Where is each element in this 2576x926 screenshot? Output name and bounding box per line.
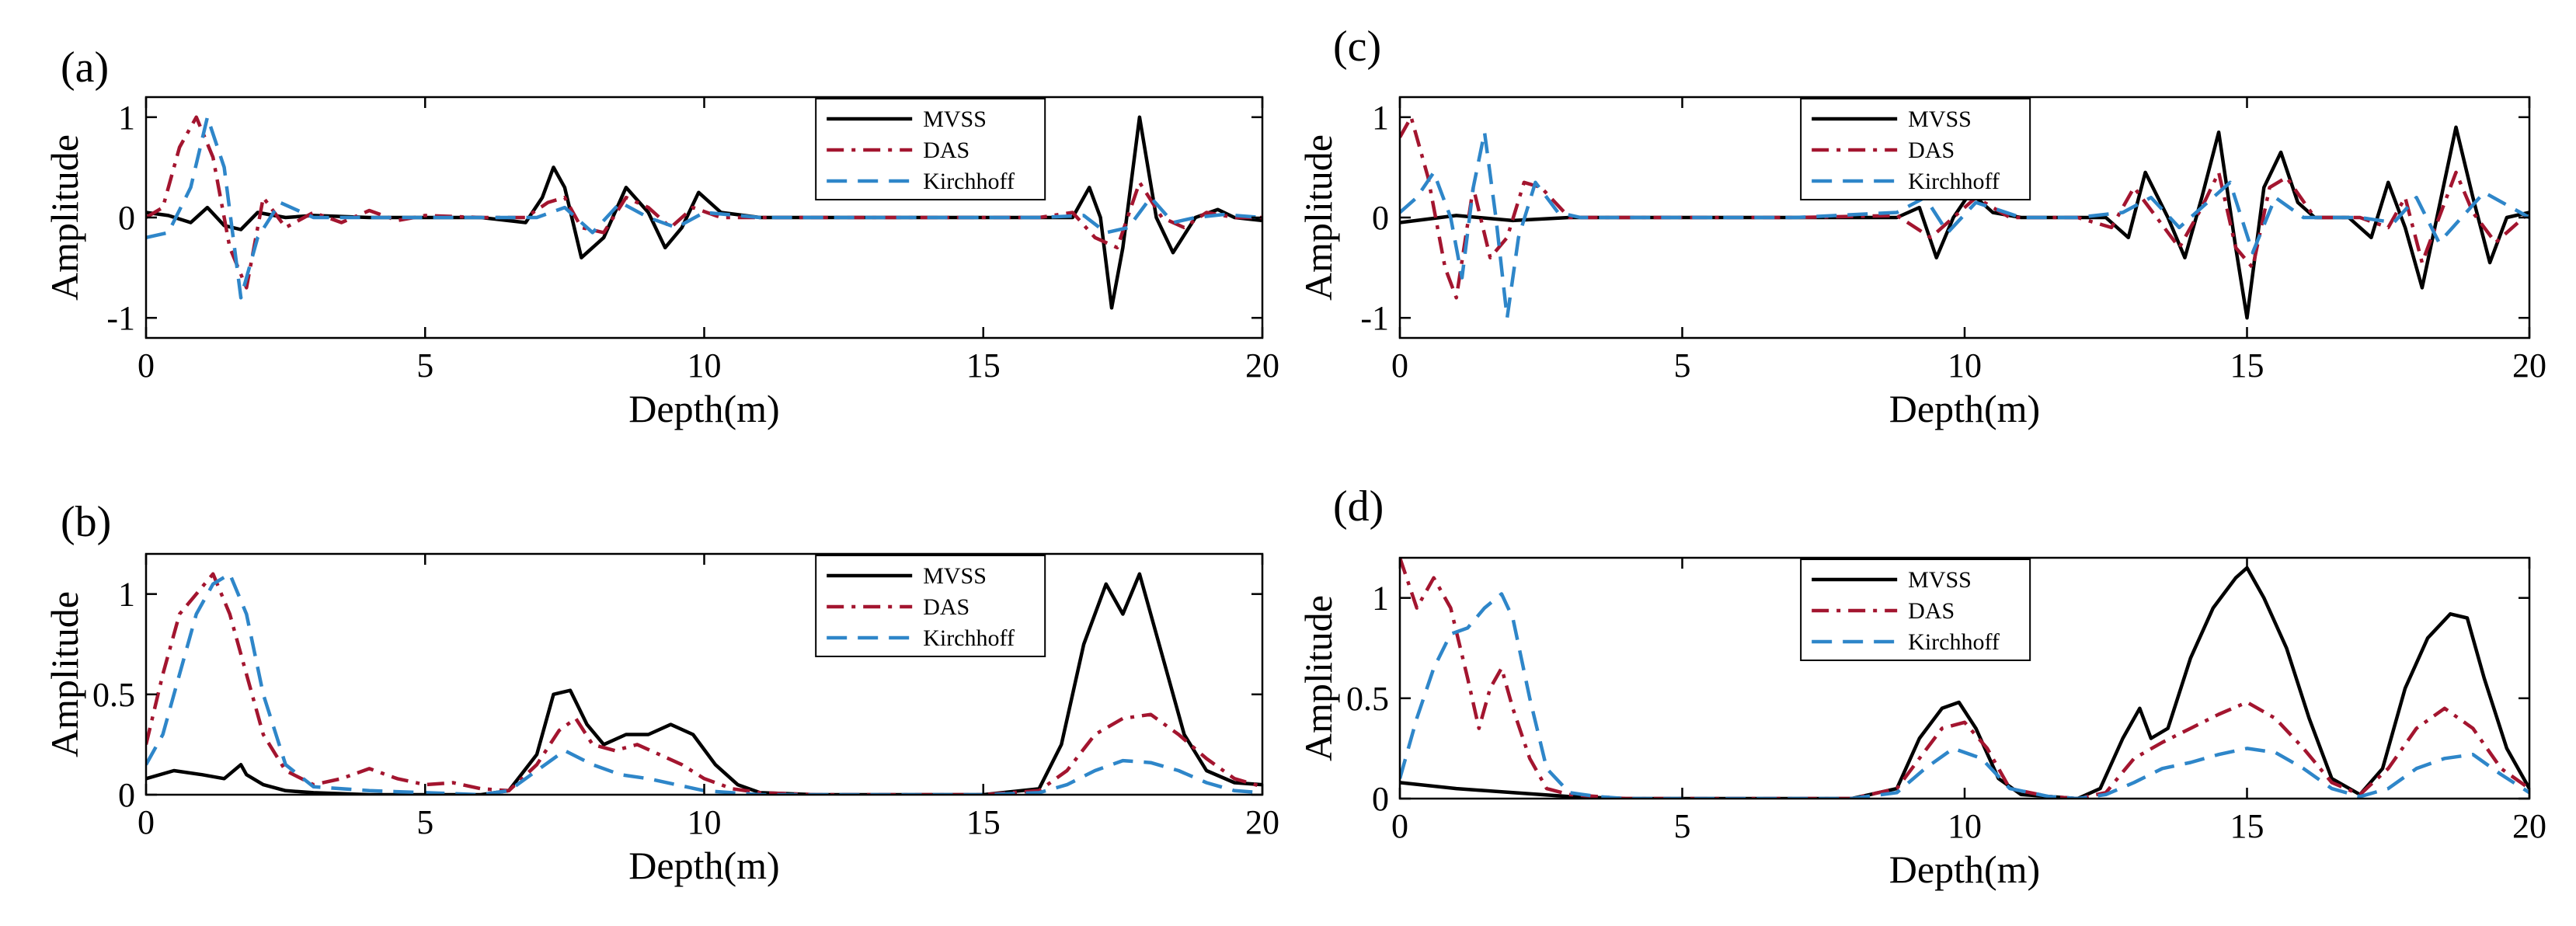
x-axis-label: Depth(m) [628, 387, 779, 430]
x-tick-label: 10 [688, 803, 722, 841]
series-line-kirchhoff [1400, 592, 2529, 799]
legend-label: Kirchhoff [923, 625, 1015, 651]
chart-panel: (d) 0 5 10 15 20 0 0.5 1 Depth(m) Amplitude MVSS DAS… [1297, 482, 2546, 891]
legend-label: Kirchhoff [923, 169, 1015, 194]
x-tick-label: 10 [1948, 346, 1982, 385]
y-tick-label: 0 [1372, 199, 1389, 237]
series-line-kirchhoff [1400, 130, 2529, 320]
legend-label: MVSS [923, 106, 987, 132]
y-tick-label: 0 [1372, 780, 1389, 818]
x-tick-label: 5 [416, 346, 433, 385]
x-tick-label: 5 [1674, 807, 1691, 845]
x-tick-label: 20 [2512, 807, 2546, 845]
y-axis-label: Amplitude [43, 134, 86, 301]
y-tick-label: -1 [1360, 299, 1389, 337]
legend-label: DAS [1908, 138, 1955, 163]
x-tick-label: 0 [1391, 807, 1408, 845]
series-line-kirchhoff [146, 572, 1262, 795]
x-tick-label: 5 [416, 803, 433, 841]
series-line-das [146, 572, 1262, 795]
chart-panel: (c)0 5 10 15 20-101Depth(m)AmplitudeMVSSDASK… [1297, 23, 2546, 430]
x-axis-label: Depth(m) [628, 844, 779, 887]
y-tick-label: 1 [118, 576, 135, 614]
x-tick-label: 15 [2230, 807, 2264, 845]
legend-label: DAS [1908, 598, 1955, 624]
axes-box [144, 552, 1264, 796]
x-tick-label: 15 [2230, 346, 2264, 385]
legend-label: DAS [923, 594, 969, 620]
series-line-mvss [1400, 125, 2529, 320]
x-tick-label: 15 [966, 803, 1001, 841]
legend-label: Kirchhoff [1908, 629, 2000, 655]
chart-panel: (b) 0 5 10 15 20 0 0.5 1 Depth(m) Amplitude MVSS DAS… [43, 498, 1279, 887]
series-line-mvss [146, 572, 1262, 795]
y-tick-label: 0 [118, 776, 135, 814]
legend-label: MVSS [1908, 567, 1972, 593]
panel-label: (b) [61, 498, 111, 546]
y-axis-label: Amplitude [1297, 134, 1340, 301]
panel-label: (d) [1333, 482, 1384, 531]
y-tick-label: -1 [106, 299, 135, 337]
x-tick-label: 0 [138, 346, 155, 385]
series-line-mvss [1400, 566, 2529, 799]
y-axis-label: Amplitude [43, 591, 86, 757]
y-tick-label: 0 [118, 199, 135, 237]
legend-label: MVSS [1908, 106, 1972, 132]
panel-label: (c) [1333, 23, 1381, 71]
series-line-kirchhoff [146, 115, 1262, 300]
x-tick-label: 20 [2512, 346, 2546, 385]
y-tick-label: 1 [1372, 580, 1389, 618]
panel-label: (a) [61, 44, 109, 92]
y-tick-label: 1 [1372, 99, 1389, 137]
y-axis-label: Amplitude [1297, 595, 1340, 761]
legend-label: MVSS [923, 563, 987, 589]
x-tick-label: 10 [688, 346, 722, 385]
x-tick-label: 0 [138, 803, 155, 841]
x-tick-label: 0 [1391, 346, 1408, 385]
x-axis-label: Depth(m) [1889, 387, 2040, 430]
x-tick-label: 10 [1948, 807, 1982, 845]
legend-label: DAS [923, 138, 969, 163]
x-tick-label: 20 [1245, 803, 1279, 841]
y-tick-label: 0.5 [92, 676, 135, 714]
series-line-das [1400, 115, 2529, 300]
x-tick-label: 15 [966, 346, 1001, 385]
legend-label: Kirchhoff [1908, 169, 2000, 194]
x-tick-label: 20 [1245, 346, 1279, 385]
x-axis-label: Depth(m) [1889, 848, 2040, 891]
x-tick-label: 5 [1674, 346, 1691, 385]
y-tick-label: 1 [118, 99, 135, 137]
y-tick-label: 0.5 [1346, 680, 1389, 718]
chart-panel: (a)0 5 10 15 20-101Depth(m)AmplitudeMVSSDASK… [43, 44, 1279, 430]
series-line-das [1400, 558, 2529, 799]
